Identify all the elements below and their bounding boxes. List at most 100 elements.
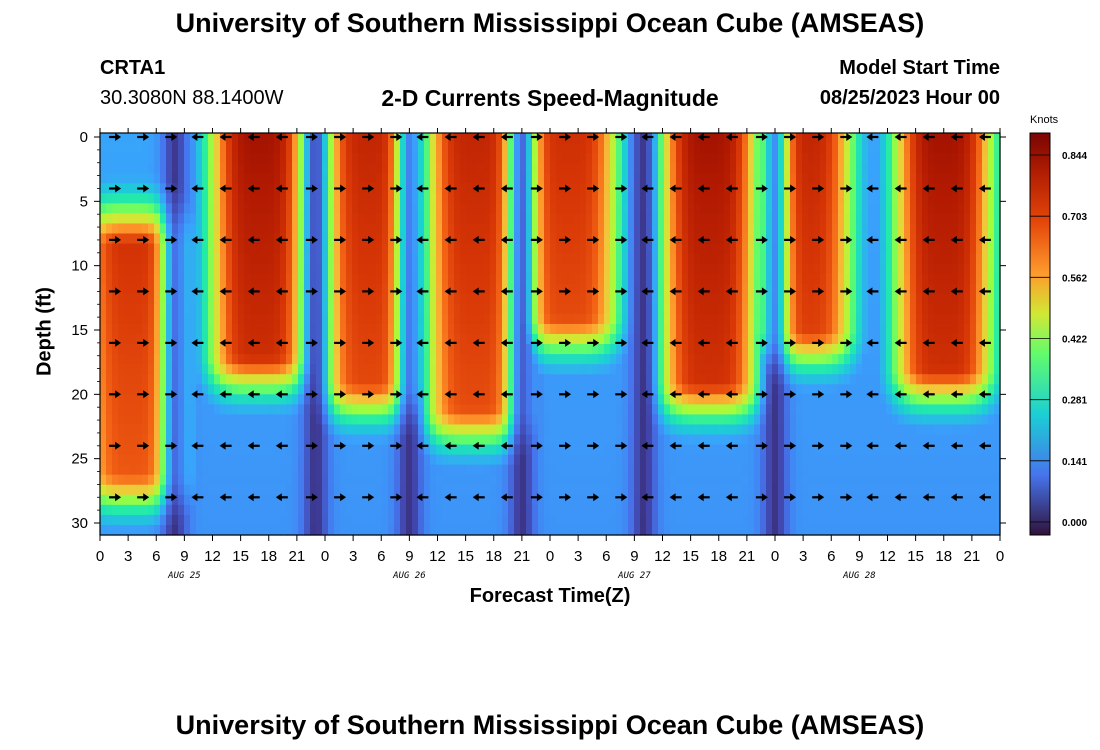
- heat-cell: [568, 444, 575, 456]
- heat-cell: [640, 504, 647, 516]
- heat-cell: [634, 514, 641, 526]
- heat-cell: [622, 354, 629, 365]
- heat-cell: [616, 334, 623, 345]
- heat-cell: [556, 524, 563, 536]
- heat-cell: [790, 394, 797, 405]
- heat-cell: [226, 293, 233, 305]
- heat-cell: [736, 484, 743, 496]
- heat-cell: [538, 394, 545, 405]
- heat-cell: [298, 504, 305, 516]
- heat-cell: [400, 183, 407, 194]
- heat-cell: [130, 494, 137, 506]
- heat-cell: [724, 404, 731, 415]
- heat-cell: [340, 504, 347, 516]
- heat-cell: [784, 173, 791, 184]
- heat-cell: [574, 524, 581, 536]
- heat-cell: [190, 524, 197, 536]
- heat-cell: [634, 203, 641, 214]
- heat-cell: [382, 494, 389, 506]
- heat-cell: [346, 143, 353, 154]
- heat-cell: [778, 183, 785, 194]
- heat-cell: [706, 394, 713, 405]
- heat-cell: [340, 253, 347, 265]
- heat-cell: [220, 454, 227, 466]
- heat-cell: [652, 253, 659, 265]
- heat-cell: [754, 424, 761, 436]
- heat-cell: [160, 173, 167, 184]
- heat-cell: [418, 223, 425, 235]
- heat-cell: [400, 303, 407, 315]
- heat-cell: [292, 394, 299, 405]
- heat-cell: [418, 323, 425, 335]
- heat-cell: [550, 323, 557, 335]
- heat-cell: [202, 504, 209, 516]
- heat-cell: [772, 384, 779, 395]
- heat-cell: [706, 173, 713, 184]
- heat-cell: [670, 454, 677, 466]
- heat-cell: [394, 404, 401, 415]
- heat-cell: [652, 504, 659, 516]
- heat-cell: [388, 364, 395, 375]
- heat-cell: [478, 313, 485, 325]
- heat-cell: [790, 173, 797, 184]
- heat-cell: [166, 344, 173, 355]
- heat-cell: [832, 133, 839, 144]
- heat-cell: [418, 313, 425, 325]
- heat-cell: [646, 293, 653, 305]
- heat-cell: [628, 163, 635, 174]
- heat-cell: [340, 434, 347, 446]
- heat-cell: [424, 273, 431, 285]
- heat-cell: [808, 344, 815, 355]
- heat-cell: [466, 273, 473, 285]
- heat-cell: [826, 253, 833, 265]
- heat-cell: [268, 293, 275, 305]
- heat-cell: [802, 524, 809, 536]
- heat-cell: [634, 193, 641, 204]
- heat-cell: [382, 263, 389, 275]
- heat-cell: [232, 143, 239, 154]
- heat-cell: [322, 484, 329, 496]
- heat-cell: [610, 313, 617, 325]
- heat-cell: [466, 444, 473, 456]
- heat-cell: [454, 133, 461, 144]
- heat-cell: [304, 464, 311, 476]
- heat-cell: [202, 524, 209, 536]
- heat-cell: [490, 133, 497, 144]
- heat-cell: [136, 364, 143, 375]
- heat-cell: [316, 414, 323, 426]
- heat-cell: [274, 323, 281, 335]
- heat-cell: [256, 394, 263, 405]
- heat-cell: [238, 213, 245, 225]
- heat-cell: [142, 163, 149, 174]
- heat-cell: [604, 354, 611, 365]
- heat-cell: [832, 374, 839, 385]
- heat-cell: [694, 183, 701, 194]
- heat-cell: [802, 434, 809, 446]
- heat-cell: [400, 203, 407, 214]
- heat-cell: [436, 404, 443, 415]
- heat-cell: [544, 394, 551, 405]
- heat-cell: [604, 173, 611, 184]
- heat-cell: [112, 143, 119, 154]
- heat-cell: [472, 243, 479, 255]
- heat-cell: [154, 414, 161, 426]
- heat-cell: [520, 494, 527, 506]
- heat-cell: [154, 474, 161, 486]
- heat-cell: [130, 203, 137, 214]
- heat-cell: [142, 143, 149, 154]
- heat-cell: [166, 143, 173, 154]
- heat-cell: [184, 233, 191, 245]
- heat-cell: [100, 273, 107, 285]
- heat-cell: [754, 173, 761, 184]
- heat-cell: [370, 253, 377, 265]
- heat-cell: [466, 323, 473, 335]
- heat-cell: [460, 384, 467, 395]
- heat-cell: [346, 183, 353, 194]
- heat-cell: [418, 514, 425, 526]
- heat-cell: [244, 143, 251, 154]
- heat-cell: [112, 323, 119, 335]
- heat-cell: [724, 484, 731, 496]
- heat-cell: [364, 374, 371, 385]
- heat-cell: [148, 464, 155, 476]
- heat-cell: [520, 283, 527, 295]
